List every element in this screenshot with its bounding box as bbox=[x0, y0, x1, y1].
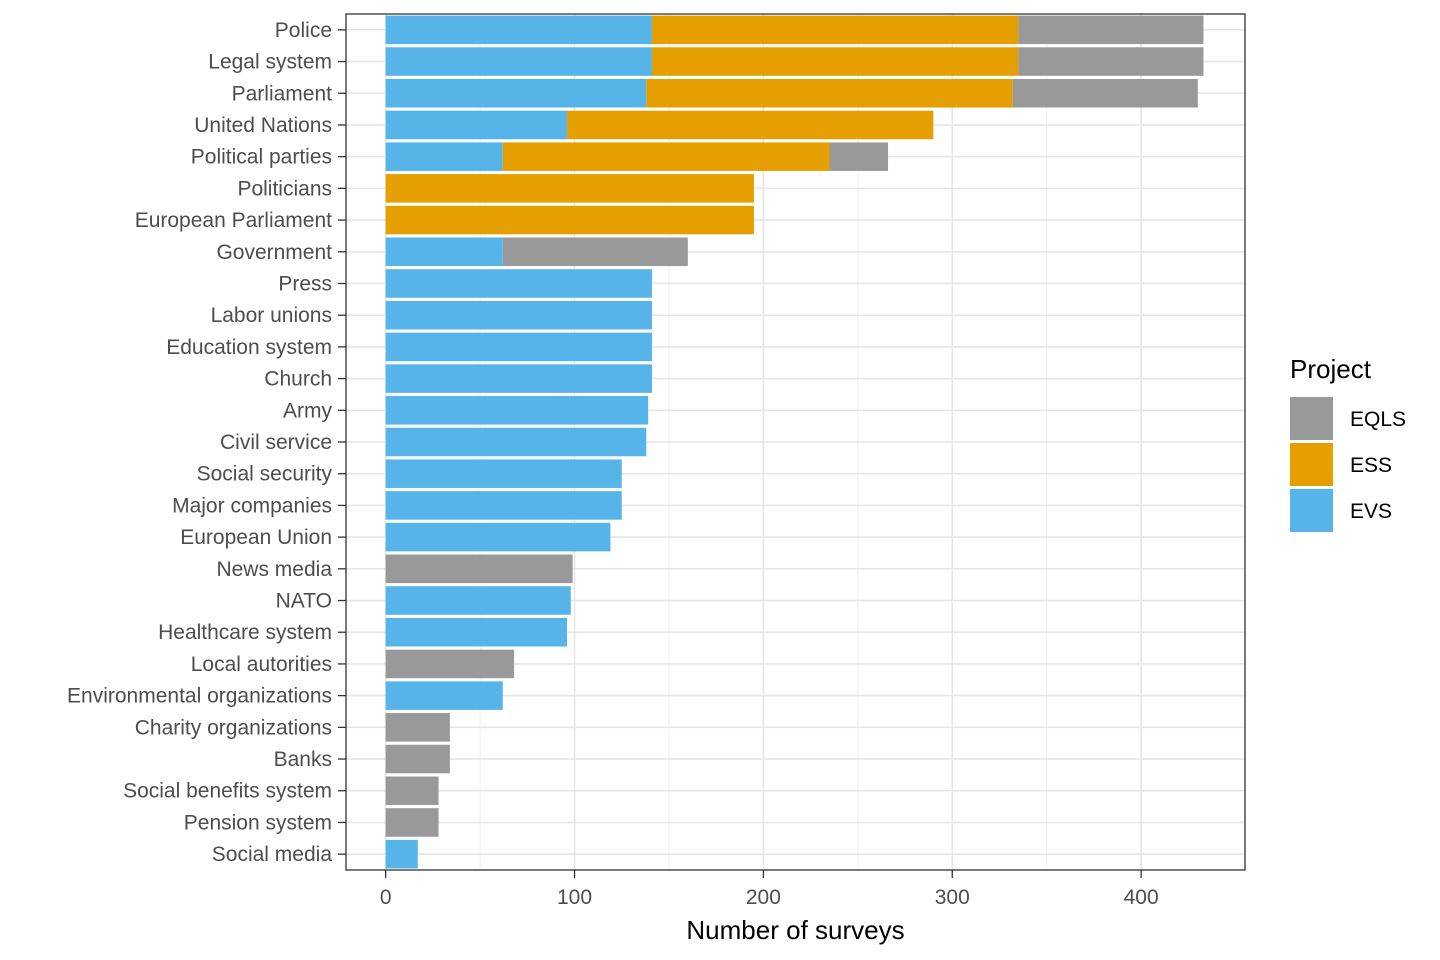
bar-eqls bbox=[385, 776, 439, 806]
y-tick-label: Education system bbox=[166, 336, 332, 359]
bar-eqls bbox=[385, 713, 450, 742]
y-tick-label: European Parliament bbox=[135, 209, 332, 232]
y-tick-label: News media bbox=[216, 558, 332, 581]
legend-label: EQLS bbox=[1350, 408, 1406, 431]
y-tick-label: Local autorities bbox=[191, 653, 332, 676]
y-tick-label: Environmental organizations bbox=[67, 685, 332, 708]
bar-evs bbox=[385, 459, 622, 488]
x-axis-title: Number of surveys bbox=[686, 915, 904, 945]
bar-evs bbox=[385, 396, 649, 425]
y-tick-label: Social media bbox=[212, 843, 333, 866]
bar-eqls bbox=[1018, 47, 1204, 76]
bar-evs bbox=[385, 300, 652, 330]
bar-ess bbox=[566, 110, 934, 140]
bar-eqls bbox=[385, 744, 450, 774]
bar-eqls bbox=[502, 237, 688, 267]
bar-eqls bbox=[385, 649, 515, 679]
y-tick-label: Police bbox=[275, 19, 332, 42]
y-tick-label: Government bbox=[216, 241, 332, 264]
x-tick-label: 0 bbox=[380, 886, 392, 909]
bar-evs bbox=[385, 839, 418, 869]
x-tick-label: 300 bbox=[935, 886, 970, 909]
legend-label: ESS bbox=[1350, 454, 1392, 477]
y-tick-label: Politicians bbox=[237, 177, 332, 200]
y-tick-label: Civil service bbox=[220, 431, 332, 454]
y-tick-label: Labor unions bbox=[211, 304, 332, 327]
legend-label: EVS bbox=[1350, 500, 1392, 523]
y-tick-label: Legal system bbox=[208, 51, 332, 74]
legend-key-ess bbox=[1290, 443, 1333, 486]
y-tick-label: Pension system bbox=[184, 811, 332, 834]
bar-evs bbox=[385, 142, 503, 171]
legend-key-evs bbox=[1290, 489, 1333, 532]
y-tick-label: European Union bbox=[180, 526, 332, 549]
bar-ess bbox=[651, 47, 1019, 76]
bar-evs bbox=[385, 110, 567, 140]
bar-ess bbox=[385, 205, 754, 235]
y-tick-label: NATO bbox=[276, 590, 332, 613]
bar-evs bbox=[385, 332, 652, 362]
bar-evs bbox=[385, 78, 647, 108]
y-tick-label: Charity organizations bbox=[135, 716, 332, 739]
bar-evs bbox=[385, 237, 503, 267]
bar-evs bbox=[385, 269, 652, 298]
bar-evs bbox=[385, 586, 571, 615]
bar-ess bbox=[646, 78, 1013, 108]
x-tick-label: 200 bbox=[746, 886, 781, 909]
bar-eqls bbox=[385, 808, 439, 837]
bar-eqls bbox=[829, 142, 889, 171]
legend: Project EQLS ESS EVS bbox=[1290, 354, 1406, 532]
y-tick-label: Social benefits system bbox=[123, 780, 332, 803]
bars bbox=[385, 15, 1204, 869]
y-axis: Police Legal system Parliament United Natio… bbox=[67, 19, 346, 866]
x-tick-label: 400 bbox=[1124, 886, 1159, 909]
y-tick-label: Church bbox=[264, 368, 332, 391]
bar-eqls bbox=[1018, 15, 1204, 45]
bar-ess bbox=[385, 174, 754, 203]
bar-evs bbox=[385, 47, 652, 76]
bar-evs bbox=[385, 681, 503, 710]
y-tick-label: Healthcare system bbox=[158, 621, 332, 644]
y-tick-label: United Nations bbox=[194, 114, 332, 137]
x-axis: 0 100 200 300 400 bbox=[380, 870, 1159, 909]
y-tick-label: Political parties bbox=[191, 146, 332, 169]
y-tick-label: Banks bbox=[274, 748, 332, 771]
bar-evs bbox=[385, 427, 647, 457]
bar-evs bbox=[385, 491, 622, 520]
y-tick-label: Social security bbox=[197, 463, 333, 486]
y-tick-label: Major companies bbox=[172, 494, 332, 517]
bar-eqls bbox=[385, 554, 573, 584]
y-tick-label: Army bbox=[283, 399, 332, 422]
bar-ess bbox=[502, 142, 830, 171]
y-tick-label: Press bbox=[278, 272, 332, 295]
bar-evs bbox=[385, 364, 652, 393]
legend-key-eqls bbox=[1290, 397, 1333, 440]
bar-evs bbox=[385, 15, 652, 45]
bar-ess bbox=[651, 15, 1019, 45]
y-tick-label: Parliament bbox=[232, 82, 333, 105]
bar-eqls bbox=[1012, 78, 1198, 108]
bar-evs bbox=[385, 617, 567, 647]
legend-title: Project bbox=[1290, 354, 1372, 384]
x-tick-label: 100 bbox=[557, 886, 592, 909]
bar-evs bbox=[385, 522, 611, 552]
